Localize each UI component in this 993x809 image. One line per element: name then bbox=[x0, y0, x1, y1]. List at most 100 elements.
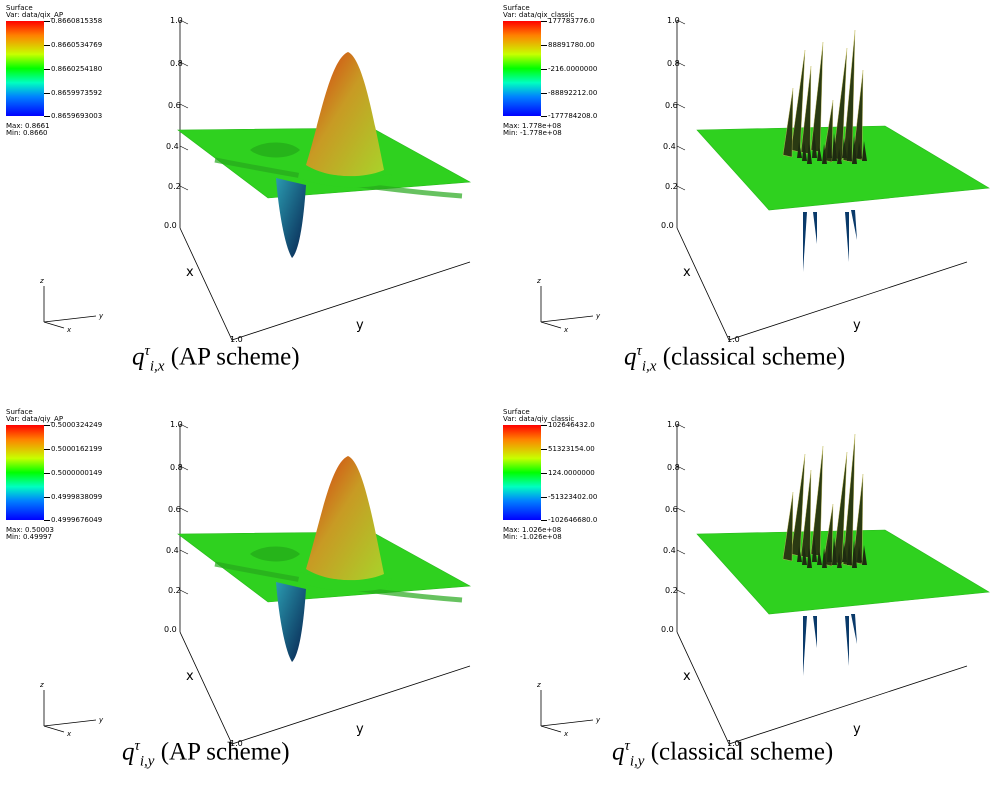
legend-min: Min: 0.49997 bbox=[6, 533, 52, 541]
corner-tick-label: 1.0 bbox=[230, 739, 243, 748]
legend-tick-label: 0.8660254180 bbox=[51, 65, 103, 73]
plot-panel: Surface Var: data/qix_AP 0.8660815358 0.… bbox=[0, 0, 496, 404]
legend-tick-label: 0.4999838099 bbox=[51, 493, 103, 501]
z-tick-label: 0.8 bbox=[170, 463, 183, 472]
plane bbox=[696, 125, 990, 211]
legend-variable: Var: data/qix_AP bbox=[6, 11, 64, 19]
z-tick-label: 0.0 bbox=[164, 221, 177, 230]
spike-down bbox=[813, 212, 817, 244]
legend-tick-mark bbox=[541, 449, 547, 450]
surface-plot: 1.0 0.8 0.6 0.4 0.2 0.0 x y 1.0 z y x bbox=[536, 16, 990, 344]
y-axis-label: y bbox=[853, 722, 861, 737]
spike-down bbox=[803, 212, 807, 272]
color-bar bbox=[6, 21, 44, 116]
legend-tick-mark bbox=[44, 473, 50, 474]
legend-tick-mark bbox=[541, 69, 547, 70]
triad-x-label: x bbox=[66, 326, 72, 334]
z-axis-ticks bbox=[676, 423, 686, 595]
legend-tick-label: 0.8659973592 bbox=[51, 89, 103, 97]
legend-tick-mark bbox=[44, 425, 50, 426]
legend-max: Max: 0.8661 bbox=[6, 122, 50, 130]
legend-tick-mark bbox=[541, 45, 547, 46]
caption-text: (AP scheme) bbox=[154, 738, 290, 766]
caption-symbol: q bbox=[624, 343, 637, 371]
triad-z-label: z bbox=[536, 681, 541, 689]
z-tick-label: 0.8 bbox=[667, 59, 680, 68]
triad-x-label: x bbox=[563, 730, 569, 738]
z-tick-label: 0.6 bbox=[168, 505, 181, 514]
legend-tick-label: -177784208.0 bbox=[548, 112, 598, 120]
legend-min: Min: -1.778e+08 bbox=[503, 129, 562, 137]
legend-tick-label: 0.8660534769 bbox=[51, 41, 103, 49]
plot-panel: Surface Var: data/qix_classic 177783776.… bbox=[497, 0, 993, 404]
z-tick-label: 0.0 bbox=[661, 221, 674, 230]
legend-tick-mark bbox=[541, 21, 547, 22]
spike bbox=[842, 138, 847, 158]
legend-max: Max: 1.026e+08 bbox=[503, 526, 562, 534]
spike-down bbox=[851, 210, 857, 240]
legend-tick-mark bbox=[541, 497, 547, 498]
legend-title: Surface bbox=[503, 408, 530, 416]
z-tick-label: 1.0 bbox=[667, 16, 680, 25]
legend-min: Min: -1.026e+08 bbox=[503, 533, 562, 541]
spike bbox=[827, 538, 832, 562]
legend-title: Surface bbox=[6, 4, 33, 12]
orientation-triad: z y x bbox=[536, 681, 601, 738]
spike-down bbox=[813, 616, 817, 648]
caption-text: (AP scheme) bbox=[164, 343, 300, 371]
legend-tick-mark bbox=[44, 449, 50, 450]
spike bbox=[790, 453, 806, 557]
spike-down bbox=[845, 616, 849, 666]
spike bbox=[862, 141, 867, 161]
spike bbox=[802, 141, 807, 161]
legend-tick-mark bbox=[44, 45, 50, 46]
legend-tick-mark bbox=[541, 473, 547, 474]
color-legend: Surface Var: data/qix_AP 0.8660815358 0.… bbox=[6, 4, 156, 139]
legend-tick-mark bbox=[44, 69, 50, 70]
caption-superscript: τ bbox=[134, 738, 140, 754]
corner-tick-label: 1.0 bbox=[727, 335, 740, 344]
z-tick-label: 0.2 bbox=[168, 182, 181, 191]
orientation-triad: z y x bbox=[39, 681, 104, 738]
legend-tick-label: 0.8660815358 bbox=[51, 17, 103, 25]
legend-tick-label: 0.4999676049 bbox=[51, 516, 103, 524]
legend-tick-label: -88892212.00 bbox=[548, 89, 598, 97]
floor-box-edge bbox=[676, 227, 968, 341]
legend-max: Max: 1.778e+08 bbox=[503, 122, 562, 130]
plane-front bbox=[298, 572, 392, 592]
legend-variable: Var: data/qix_classic bbox=[503, 11, 575, 19]
trough bbox=[276, 178, 306, 258]
spike bbox=[857, 142, 862, 158]
legend-tick-label: 124.0000000 bbox=[548, 469, 595, 477]
plane-front bbox=[298, 168, 392, 188]
triad-z-label: z bbox=[39, 681, 44, 689]
z-axis-ticks bbox=[179, 19, 189, 191]
spike bbox=[852, 540, 857, 568]
legend-min: Min: 0.8660 bbox=[6, 129, 48, 137]
z-tick-label: 1.0 bbox=[667, 420, 680, 429]
triad-y-label: y bbox=[595, 716, 601, 724]
legend-tick-label: 102646432.0 bbox=[548, 421, 595, 429]
spike bbox=[852, 473, 864, 565]
spike bbox=[797, 546, 802, 562]
spike bbox=[852, 69, 864, 161]
legend-tick-label: 0.5000324249 bbox=[51, 421, 103, 429]
z-tick-label: 0.2 bbox=[665, 182, 678, 191]
spike bbox=[782, 491, 794, 562]
corner-tick-label: 1.0 bbox=[727, 739, 740, 748]
z-tick-label: 0.6 bbox=[168, 101, 181, 110]
legend-tick-label: 88891780.00 bbox=[548, 41, 595, 49]
spike bbox=[822, 548, 827, 568]
z-tick-label: 0.4 bbox=[663, 546, 676, 555]
caption-superscript: τ bbox=[144, 343, 150, 359]
caption-subscript: i,x bbox=[641, 358, 657, 375]
panel-caption: qτi,y (AP scheme) bbox=[122, 738, 290, 770]
corner-tick-label: 1.0 bbox=[230, 335, 243, 344]
triad-x-label: x bbox=[563, 326, 569, 334]
z-axis-ticks bbox=[179, 423, 189, 595]
legend-variable: Var: data/qiy_classic bbox=[503, 415, 575, 423]
spike bbox=[817, 145, 822, 161]
floor-box-edge bbox=[179, 227, 471, 341]
spike bbox=[782, 87, 794, 158]
legend-tick-label: 51323154.00 bbox=[548, 445, 595, 453]
